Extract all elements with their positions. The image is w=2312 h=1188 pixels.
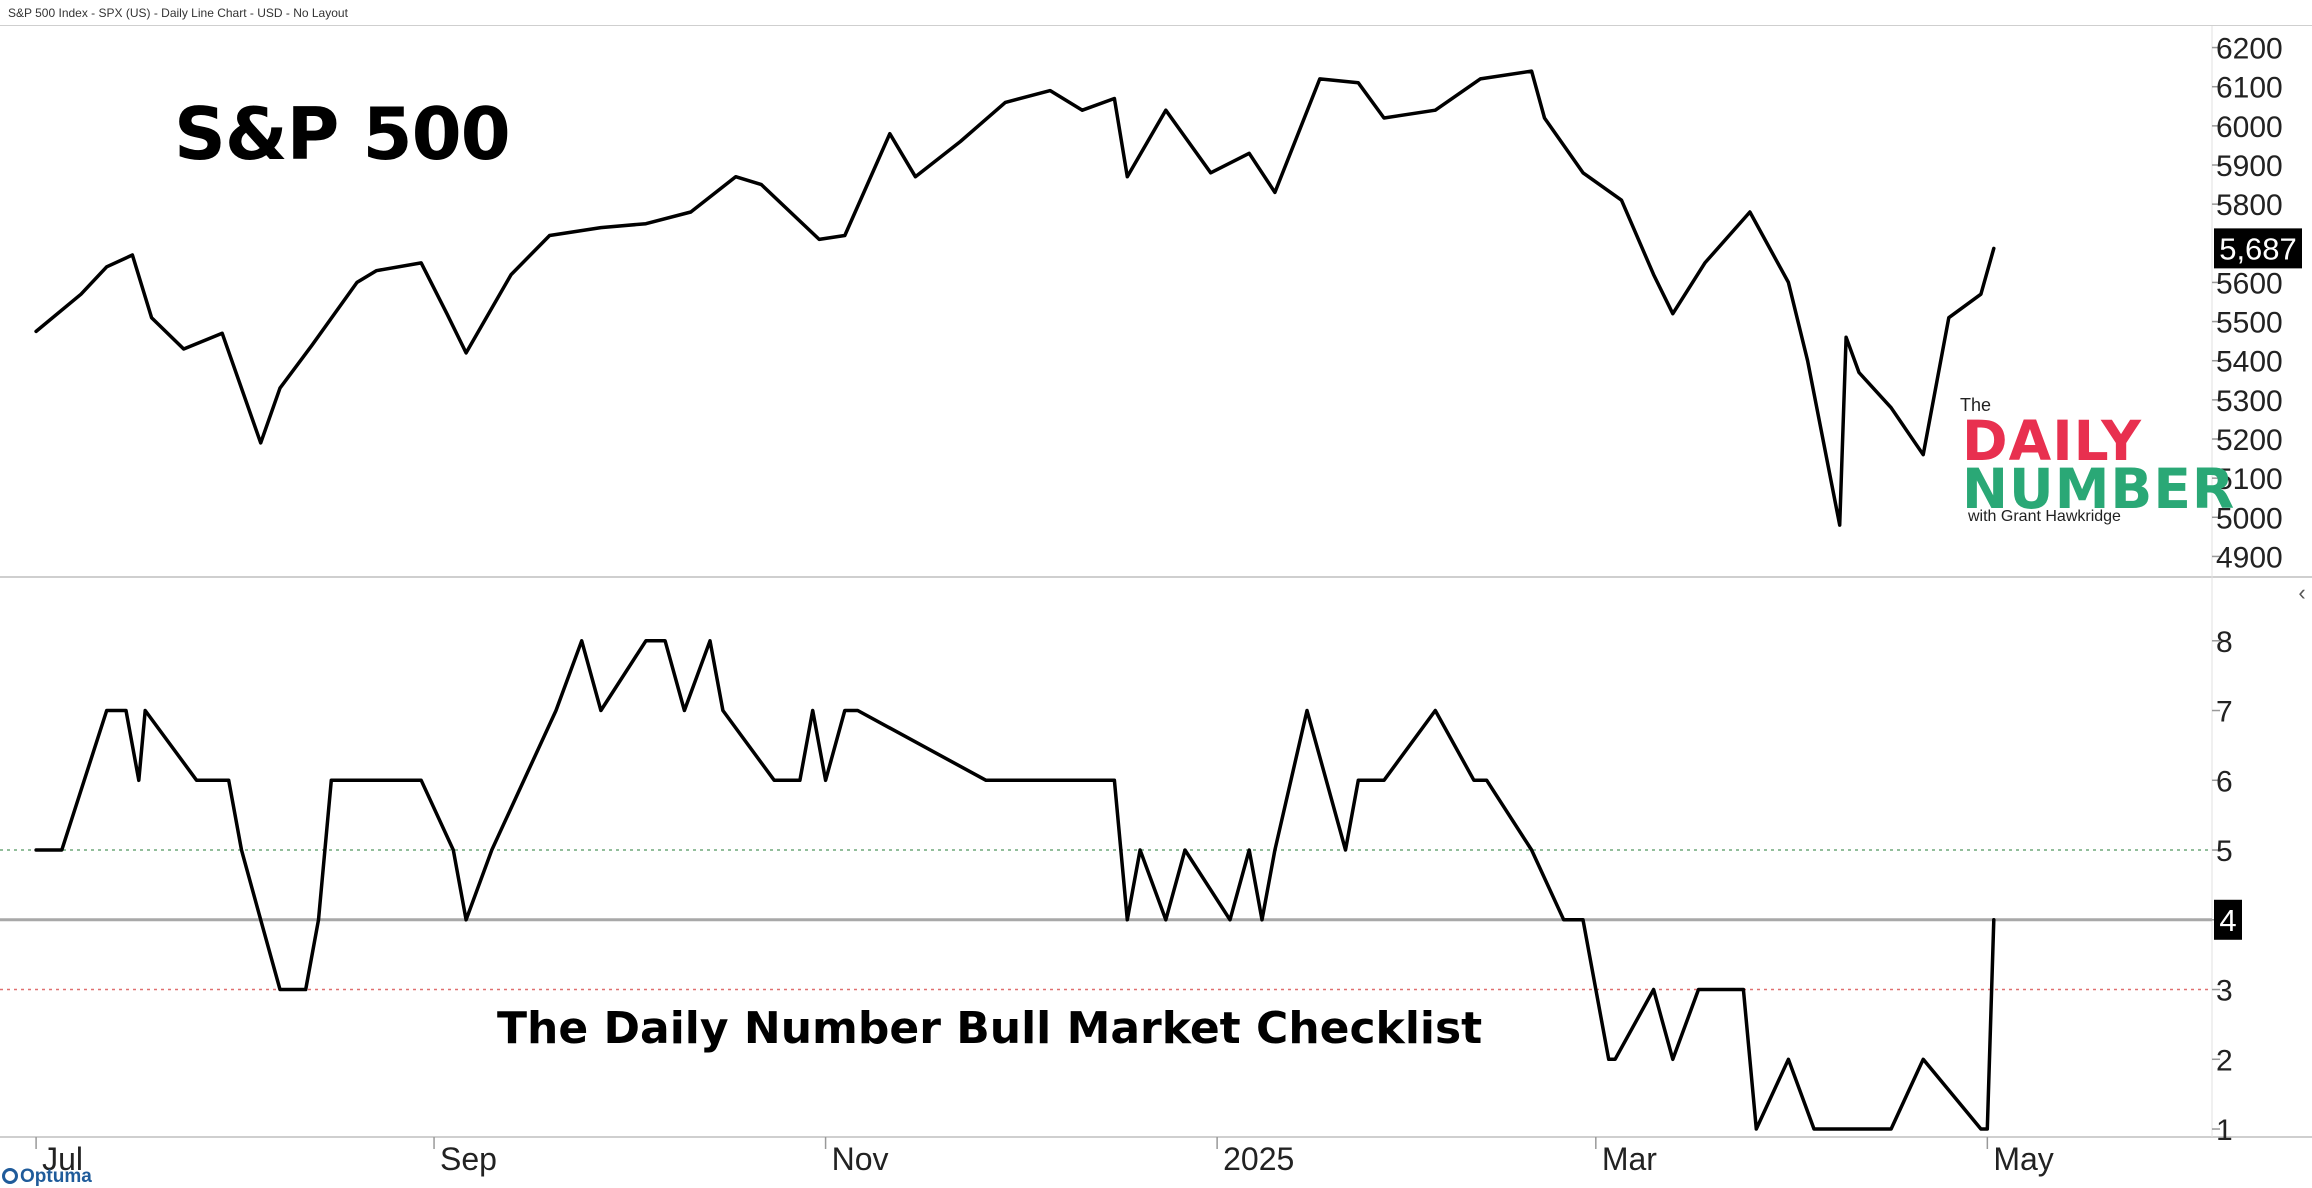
x-tick-label: Sep [440,1141,497,1177]
y-tick-label: 5600 [2216,267,2283,300]
sp500-price-line [34,69,1996,527]
y-tick-label: 5300 [2216,385,2283,418]
y-tick-label: 5900 [2216,150,2283,183]
x-tick-label: Jul [42,1141,83,1177]
y-tick-label: 6 [2216,765,2233,798]
daily-number-logo: The DAILY NUMBER with Grant Hawkridge [1960,395,2234,530]
y-tick-label: 6200 [2216,33,2283,66]
chart-header-bar: S&P 500 Index - SPX (US) - Daily Line Ch… [0,0,2312,26]
price-chart-title: S&P 500 [174,92,511,176]
logo-byline: with Grant Hawkridge [1968,508,2121,525]
optuma-brand-text: Optuma [20,1166,92,1187]
optuma-logo-icon [2,1168,18,1184]
checklist-chart-title: The Daily Number Bull Market Checklist [497,1003,1483,1054]
last-value-label: 4 [2219,903,2236,938]
y-tick-label: 5100 [2216,463,2283,496]
y-tick-label: 4900 [2216,541,2283,574]
y-tick-label: 8 [2216,626,2233,659]
last-value-label: 5,687 [2219,231,2297,266]
checklist-score-line [34,639,1996,1131]
logo-number: NUMBER [1962,457,2236,521]
optuma-brand: Optuma [2,1166,92,1188]
logo-daily: DAILY [1962,409,2142,473]
y-tick-label: 2 [2216,1044,2233,1077]
y-tick-label: 5400 [2216,346,2283,379]
y-tick-label: 6100 [2216,72,2283,105]
x-tick-label: Mar [1602,1141,1657,1177]
last-value-badge [2214,899,2242,940]
y-tick-label: 5200 [2216,424,2283,457]
y-tick-label: 5000 [2216,502,2283,535]
y-tick-label: 6000 [2216,111,2283,144]
y-tick-label: 1 [2216,1114,2233,1147]
logo-the: The [1960,395,1992,415]
y-tick-label: 3 [2216,975,2233,1008]
y-tick-label: 5500 [2216,307,2283,340]
y-tick-label: 7 [2216,696,2233,729]
collapse-arrow-icon: ‹ [2298,580,2305,605]
x-tick-label: May [1993,1141,2053,1177]
x-tick-label: Nov [832,1141,889,1177]
y-tick-label: 5800 [2216,189,2283,222]
y-tick-label: 5 [2216,835,2233,868]
x-tick-label: 2025 [1223,1141,1294,1177]
chart-header-text: S&P 500 Index - SPX (US) - Daily Line Ch… [8,6,348,20]
last-value-badge [2214,228,2302,269]
